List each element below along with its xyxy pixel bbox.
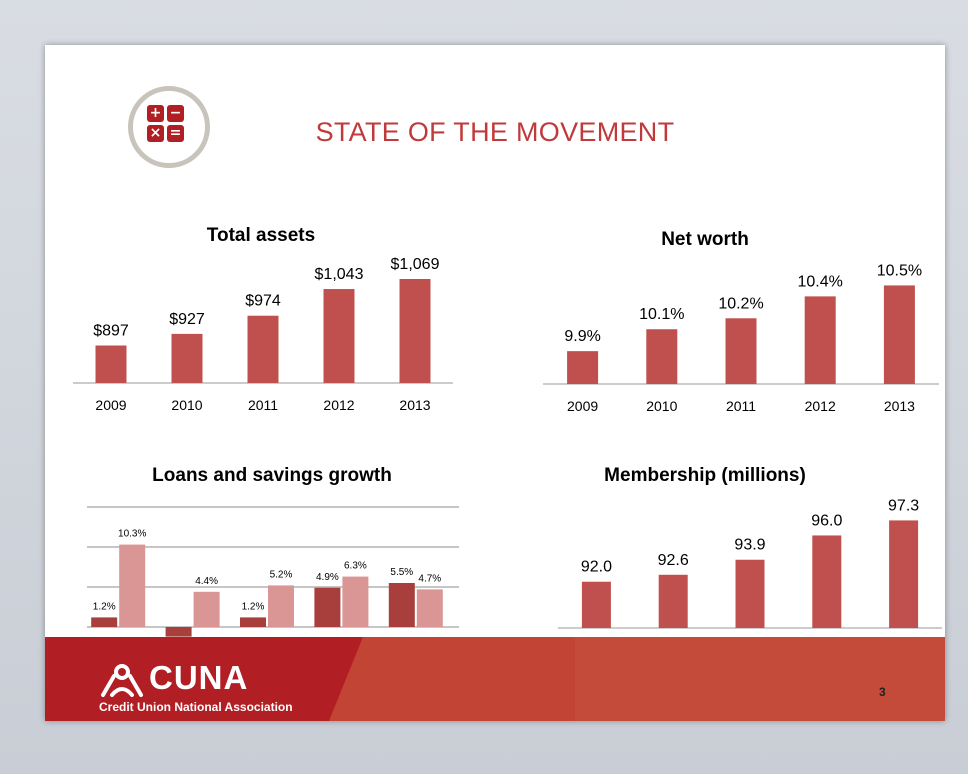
- loans-bar-2009: [91, 617, 118, 627]
- bar-2009: [95, 345, 127, 383]
- loans-bar-2010: [165, 627, 192, 637]
- savings-label-2009: 10.3%: [118, 529, 146, 540]
- plus-key-icon: +: [147, 105, 164, 122]
- calculator-logo: + − × =: [128, 86, 210, 168]
- minus-key-icon: −: [167, 105, 184, 122]
- loans-label-2012: 4.9%: [316, 572, 339, 583]
- savings-bar-2013: [416, 589, 443, 627]
- tick-label-2011: 2011: [248, 397, 278, 413]
- bar-2011: [735, 559, 765, 628]
- bar-2011: [725, 318, 757, 384]
- loans-label-2009: 1.2%: [93, 601, 116, 612]
- data-label-2010: 92.6: [658, 552, 689, 569]
- loans-label-2011: 1.2%: [242, 601, 265, 612]
- data-label-2010: 10.1%: [639, 306, 684, 323]
- data-label-2011: $974: [245, 293, 281, 310]
- bar-2012: [804, 296, 836, 384]
- savings-bar-2011: [268, 585, 294, 627]
- data-label-2011: 93.9: [734, 537, 765, 554]
- tick-label-2010: 2010: [171, 397, 202, 413]
- equals-key-icon: =: [167, 125, 184, 142]
- tick-label-2009: 2009: [95, 397, 126, 413]
- bar-2010: [646, 329, 678, 384]
- data-label-2012: $1,043: [315, 266, 364, 283]
- footer-band: [45, 637, 945, 721]
- tick-label-2012: 2012: [805, 398, 836, 414]
- slide: + − × = STATE OF THE MOVEMENT Total asse…: [45, 45, 945, 721]
- bar-2009: [567, 351, 599, 384]
- times-key-icon: ×: [147, 125, 164, 142]
- data-label-2013: 97.3: [888, 497, 919, 514]
- bar-2012: [323, 289, 355, 383]
- bar-2011: [247, 315, 279, 383]
- savings-label-2012: 6.3%: [344, 561, 367, 572]
- page-number: 3: [879, 685, 886, 699]
- data-label-2010: $927: [169, 311, 205, 328]
- tick-label-2012: 2012: [323, 397, 354, 413]
- data-label-2012: 10.4%: [798, 273, 843, 290]
- data-label-2009: 92.0: [581, 559, 612, 576]
- data-label-2013: $1,069: [391, 256, 440, 273]
- loans-bar-2011: [240, 617, 266, 627]
- data-label-2013: 10.5%: [877, 262, 922, 279]
- slide-title: STATE OF THE MOVEMENT: [315, 117, 675, 147]
- tick-label-2010: 2010: [646, 398, 677, 414]
- data-label-2011: 10.2%: [718, 295, 763, 312]
- cuna-brand-name: CUNA: [149, 659, 249, 696]
- footer-dark-band: [45, 637, 363, 721]
- bar-2013: [889, 520, 919, 628]
- bar-2010: [658, 574, 688, 628]
- loans-bar-2013: [388, 583, 415, 627]
- tick-label-2013: 2013: [884, 398, 915, 414]
- chart-title: Loans and savings growth: [152, 465, 392, 486]
- tick-label-2013: 2013: [399, 397, 430, 413]
- bar-2013: [883, 285, 915, 384]
- loans-bar-2012: [314, 587, 341, 627]
- bar-2009: [581, 581, 611, 628]
- chart-title: Membership (millions): [604, 465, 806, 486]
- footer-shade-band: [329, 637, 575, 721]
- total-assets-chart: Total assets $897 2009 $927 2010 $974 2011 $1,0…: [73, 225, 453, 413]
- savings-label-2011: 5.2%: [270, 569, 293, 580]
- savings-bar-2009: [119, 544, 146, 627]
- bar-2013: [399, 278, 431, 383]
- loans-savings-chart: Loans and savings growth1.2%10.3%2009-1.…: [87, 465, 459, 669]
- chart-title: Total assets: [207, 225, 315, 246]
- savings-bar-2010: [193, 591, 220, 627]
- bar-2012: [812, 535, 842, 628]
- chart-title: Net worth: [661, 229, 749, 250]
- savings-label-2010: 4.4%: [195, 576, 218, 587]
- cuna-brand-subtitle: Credit Union National Association: [99, 700, 293, 714]
- data-label-2009: $897: [93, 322, 129, 339]
- bar-2010: [171, 333, 203, 383]
- tick-label-2009: 2009: [567, 398, 598, 414]
- tick-label-2011: 2011: [726, 398, 756, 414]
- data-label-2009: 9.9%: [564, 328, 600, 345]
- data-label-2012: 96.0: [811, 512, 842, 529]
- net-worth-chart: Net worth 9.9% 2009 10.1% 2010 10.2% 2011 10.4%…: [543, 229, 939, 414]
- loans-label-2013: 5.5%: [390, 567, 413, 578]
- savings-label-2013: 4.7%: [418, 573, 441, 584]
- savings-bar-2012: [342, 576, 369, 627]
- cuna-people-icon: [101, 664, 143, 697]
- membership-chart: Membership (millions)92.0200992.6201093.…: [558, 465, 942, 658]
